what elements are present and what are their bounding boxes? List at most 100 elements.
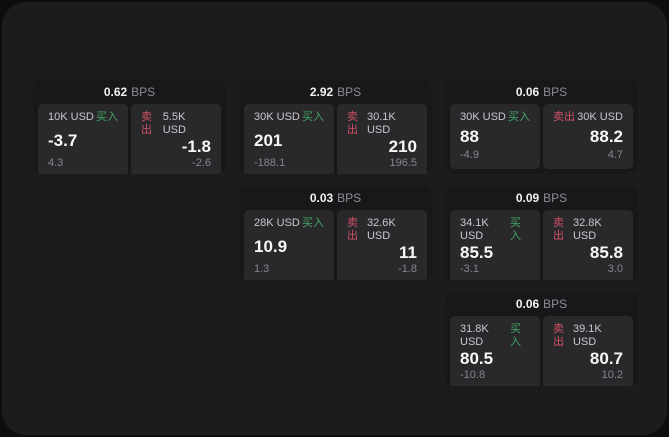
sell-price: 80.7 <box>589 349 623 368</box>
buy-panel[interactable]: 30K USD 买入 201 -188.1 <box>244 104 334 174</box>
bps-header: 0.62 BPS <box>33 80 226 104</box>
buy-amount: 30K USD <box>460 111 506 123</box>
buy-panel[interactable]: 28K USD 买入 10.9 1.3 <box>244 210 334 280</box>
buy-labels: 10K USD 买入 <box>48 111 118 124</box>
quote-body: 30K USD 买入 88 -4.9 卖出 30K USD 88.2 4.7 <box>445 104 638 174</box>
buy-amount: 10K USD <box>48 111 94 123</box>
bps-value: 0.62 <box>103 85 128 99</box>
quote-card: 0.62 BPS 10K USD 买入 -3.7 4.3 卖出 5.5K USD… <box>33 80 226 174</box>
buy-panel[interactable]: 10K USD 买入 -3.7 4.3 <box>38 104 128 174</box>
buy-label: 买入 <box>510 323 522 348</box>
bps-unit-label: BPS <box>337 191 362 205</box>
sell-panel[interactable]: 卖出 30.1K USD 210 196.5 <box>337 104 427 174</box>
sell-labels: 卖出 32.6K USD <box>347 217 417 243</box>
buy-delta: 1.3 <box>254 263 270 275</box>
quote-body: 10K USD 买入 -3.7 4.3 卖出 5.5K USD -1.8 -2.… <box>33 104 226 174</box>
sell-label: 卖出 <box>141 111 152 136</box>
buy-label: 买入 <box>508 111 530 123</box>
sell-panel[interactable]: 卖出 39.1K USD 80.7 10.2 <box>543 316 633 386</box>
buy-price: 80.5 <box>460 349 494 368</box>
bps-unit-label: BPS <box>337 85 362 99</box>
bps-value: 0.03 <box>309 191 334 205</box>
buy-panel[interactable]: 31.8K USD 买入 80.5 -10.8 <box>450 316 540 386</box>
sell-price: 210 <box>388 137 417 156</box>
sell-label: 卖出 <box>347 217 358 242</box>
sell-delta: 196.5 <box>389 157 417 169</box>
sell-amount: 30.1K USD <box>366 111 396 136</box>
sell-labels: 卖出 32.8K USD <box>553 217 623 243</box>
buy-panel[interactable]: 34.1K USD 买入 85.5 -3.1 <box>450 210 540 280</box>
buy-label: 买入 <box>302 217 324 229</box>
quote-card: 0.06 BPS 30K USD 买入 88 -4.9 卖出 30K USD 8… <box>445 80 638 174</box>
sell-delta: 10.2 <box>601 369 623 381</box>
bps-value: 0.09 <box>515 191 540 205</box>
sell-price: -1.8 <box>181 137 211 156</box>
sell-delta: 3.0 <box>607 263 623 275</box>
sell-delta: -2.6 <box>192 157 211 169</box>
buy-price: -3.7 <box>48 130 78 150</box>
buy-amount: 28K USD <box>254 217 300 229</box>
bps-value: 0.06 <box>515 85 540 99</box>
sell-label: 卖出 <box>553 111 575 123</box>
quote-card: 0.03 BPS 28K USD 买入 10.9 1.3 卖出 32.6K US… <box>239 186 432 280</box>
bps-unit-label: BPS <box>131 85 156 99</box>
buy-delta: 4.3 <box>48 157 64 169</box>
quote-body: 28K USD 买入 10.9 1.3 卖出 32.6K USD 11 -1.8 <box>239 210 432 280</box>
sell-panel[interactable]: 卖出 32.6K USD 11 -1.8 <box>337 210 427 280</box>
buy-delta: -3.1 <box>460 263 479 275</box>
bps-unit-label: BPS <box>543 191 568 205</box>
buy-panel[interactable]: 30K USD 买入 88 -4.9 <box>450 104 540 169</box>
sell-price: 88.2 <box>589 126 623 146</box>
buy-labels: 31.8K USD 买入 <box>460 323 530 349</box>
quote-card: 0.09 BPS 34.1K USD 买入 85.5 -3.1 卖出 32.8K… <box>445 186 638 280</box>
buy-price: 201 <box>254 130 283 150</box>
buy-labels: 30K USD 买入 <box>254 111 324 124</box>
sell-price: 85.8 <box>589 243 623 262</box>
buy-label: 买入 <box>96 111 118 123</box>
buy-delta: -188.1 <box>254 157 286 169</box>
bps-unit-label: BPS <box>543 297 568 311</box>
sell-amount: 30K USD <box>577 111 623 123</box>
buy-labels: 34.1K USD 买入 <box>460 217 530 243</box>
buy-delta: -10.8 <box>460 369 486 381</box>
sell-labels: 卖出 39.1K USD <box>553 323 623 349</box>
sell-labels: 卖出 5.5K USD <box>141 111 211 137</box>
sell-panel[interactable]: 卖出 5.5K USD -1.8 -2.6 <box>131 104 221 174</box>
buy-label: 买入 <box>510 217 522 242</box>
quote-body: 34.1K USD 买入 85.5 -3.1 卖出 32.8K USD 85.8… <box>445 210 638 280</box>
bps-header: 0.03 BPS <box>239 186 432 210</box>
quote-board: 0.62 BPS 10K USD 买入 -3.7 4.3 卖出 5.5K USD… <box>33 80 638 386</box>
buy-amount: 34.1K USD <box>460 217 489 242</box>
quote-body: 30K USD 买入 201 -188.1 卖出 30.1K USD 210 1… <box>239 104 432 174</box>
buy-amount: 31.8K USD <box>460 323 489 348</box>
sell-price: 11 <box>399 243 417 262</box>
sell-labels: 卖出 30K USD <box>553 111 623 124</box>
sell-amount: 39.1K USD <box>572 323 602 348</box>
quote-card: 0.06 BPS 31.8K USD 买入 80.5 -10.8 卖出 39.1… <box>445 292 638 386</box>
sell-panel[interactable]: 卖出 30K USD 88.2 4.7 <box>543 104 633 169</box>
sell-labels: 卖出 30.1K USD <box>347 111 417 137</box>
buy-price: 88 <box>460 126 479 146</box>
quote-card: 2.92 BPS 30K USD 买入 201 -188.1 卖出 30.1K … <box>239 80 432 174</box>
bps-value: 2.92 <box>309 85 334 99</box>
quote-body: 31.8K USD 买入 80.5 -10.8 卖出 39.1K USD 80.… <box>445 316 638 386</box>
sell-label: 卖出 <box>347 111 358 136</box>
sell-label: 卖出 <box>553 323 564 348</box>
bps-header: 0.09 BPS <box>445 186 638 210</box>
buy-price: 85.5 <box>460 243 494 262</box>
bps-header: 0.06 BPS <box>445 80 638 104</box>
buy-delta: -4.9 <box>460 149 479 161</box>
sell-label: 卖出 <box>553 217 564 242</box>
bps-header: 0.06 BPS <box>445 292 638 316</box>
buy-amount: 30K USD <box>254 111 300 123</box>
buy-label: 买入 <box>302 111 324 123</box>
bps-value: 0.06 <box>515 297 540 311</box>
buy-labels: 30K USD 买入 <box>460 111 530 124</box>
bps-unit-label: BPS <box>543 85 568 99</box>
bps-header: 2.92 BPS <box>239 80 432 104</box>
sell-panel[interactable]: 卖出 32.8K USD 85.8 3.0 <box>543 210 633 280</box>
sell-amount: 5.5K USD <box>162 111 186 136</box>
buy-price: 10.9 <box>254 236 288 256</box>
sell-amount: 32.8K USD <box>572 217 602 242</box>
sell-delta: -1.8 <box>398 263 417 275</box>
